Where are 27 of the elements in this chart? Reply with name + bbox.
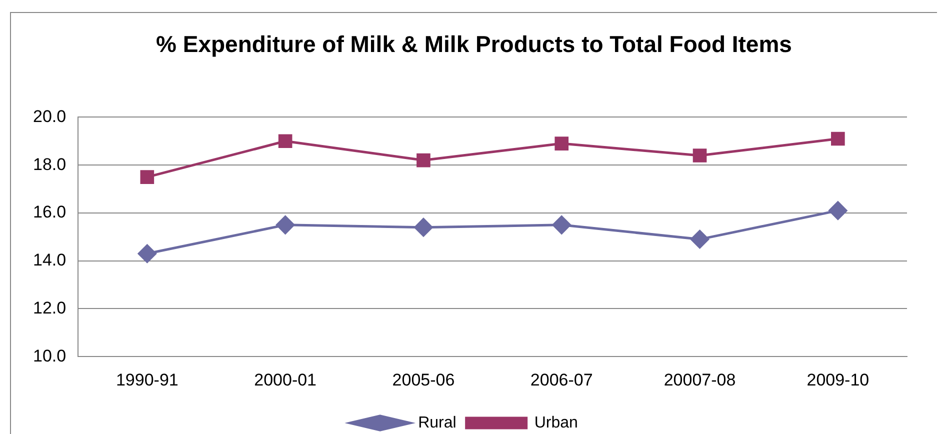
point — [690, 230, 710, 249]
point — [416, 153, 430, 168]
y-tick-label: 16.0 — [32, 202, 66, 222]
point — [554, 136, 569, 150]
x-tick-label: 2000-01 — [254, 370, 317, 390]
x-tick-label: 1990-91 — [116, 370, 178, 390]
y-tick-label: 14.0 — [32, 250, 66, 270]
chart-title: % Expenditure of Milk & Milk Products to Total Food Items — [155, 30, 793, 59]
point — [140, 170, 154, 184]
point — [828, 201, 848, 220]
legend-label: Rural — [418, 414, 456, 432]
point — [278, 134, 292, 148]
point — [138, 244, 156, 263]
y-tick-label: 12.0 — [32, 298, 66, 318]
x-tick-label: 2005-06 — [392, 370, 455, 390]
x-tick-label: 2006-07 — [530, 370, 593, 390]
y-tick-label: 18.0 — [32, 154, 66, 174]
point — [414, 218, 433, 237]
x-tick-label: 20007-08 — [664, 370, 736, 390]
point — [692, 148, 707, 162]
point — [552, 216, 571, 234]
x-tick-label: 2009-10 — [806, 370, 870, 390]
y-tick-label: 10.0 — [32, 346, 66, 366]
point — [831, 132, 845, 146]
legend-label: Urban — [534, 414, 578, 432]
point — [276, 216, 295, 234]
y-tick-label: 20.0 — [32, 106, 66, 126]
